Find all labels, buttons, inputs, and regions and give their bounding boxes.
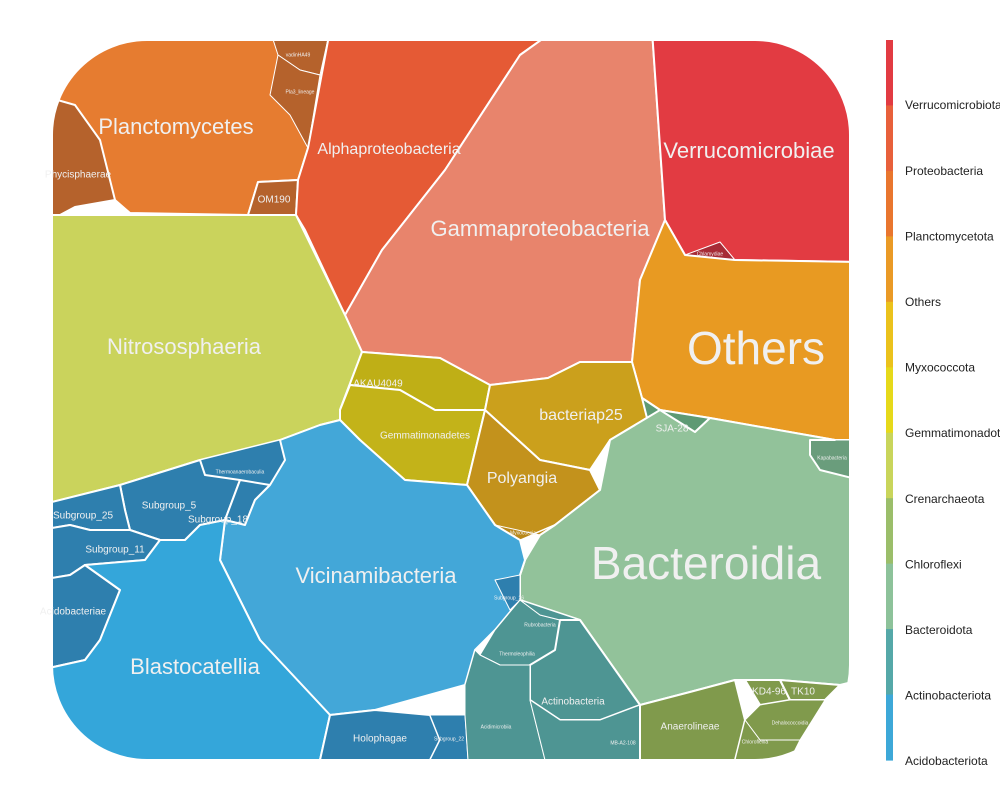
cell-labels: Planctomycetes Phycisphaerae vadinHA49 Pla3… [40, 52, 847, 746]
cell-label-chlamydiae: Chlamydiae [697, 251, 724, 257]
cell-label-subgroup-5: Subgroup_5 [142, 501, 197, 512]
legend-label-proteobacteria: Proteobacteria [905, 164, 983, 178]
legend-swatch-acidobacteriota [886, 694, 893, 761]
cell-label-anaerolineae: Anaerolineae [661, 722, 720, 733]
cell-label-planctomycetes: Planctomycetes [98, 114, 253, 139]
cell-label-actinobacteria: Actinobacteria [541, 697, 605, 708]
cell-chloroflexia [734, 719, 801, 760]
cell-label-kapabacteria: Kapabacteria [817, 455, 847, 461]
cell-label-acidobacteriae: Acidobacteriae [40, 607, 107, 618]
cell-label-acidimicrobiia: Acidimicrobiia [481, 724, 512, 730]
cell-label-blastocatellia: Blastocatellia [130, 654, 260, 679]
cell-label-bacteroidia: Bacteroidia [591, 537, 822, 589]
cell-subgroup-22 [429, 714, 469, 760]
cell-label-rubrobacteria: Rubrobacteria [524, 622, 556, 628]
legend-label-acidobacteriota: Acidobacteriota [905, 754, 988, 768]
cell-label-bacteriap25: bacteriap25 [539, 407, 623, 424]
legend-label-bacteroidota: Bacteroidota [905, 623, 973, 637]
legend-label-verrucomicrobiota: Verrucomicrobiota [905, 98, 1000, 112]
cell-label-vadinha49: vadinHA49 [286, 52, 311, 58]
cell-label-gemmatimonadetes: Gemmatimonadetes [380, 431, 470, 442]
cell-phycisphaerae [52, 94, 116, 216]
cell-label-chloroflexia: Chloroflexia [742, 739, 769, 745]
cell-label-phycisphaerae: Phycisphaerae [45, 170, 112, 181]
legend-swatch-proteobacteria [886, 105, 893, 172]
legend-swatch-planctomycetota [886, 170, 893, 237]
legend-label-actinobacteriota: Actinobacteriota [905, 689, 991, 703]
treemap-cells [52, 40, 850, 760]
treemap-outline [51, 39, 851, 761]
cell-label-subgroup-11: Subgroup_11 [85, 545, 145, 556]
cell-mb-a2-108 [529, 699, 641, 760]
cell-label-thermoanaerobaculia: Thermoanaerobaculia [216, 469, 265, 475]
cell-label-holophagae: Holophagae [353, 734, 407, 745]
cell-label-subgroup-22: Subgroup_22 [434, 736, 464, 742]
legend-swatch-actinobacteriota [886, 629, 893, 696]
cell-label-verrucomicrobiae: Verrucomicrobiae [663, 138, 834, 163]
legend-swatch-verrucomicrobiota [886, 40, 893, 107]
legend-label-others: Others [905, 295, 941, 309]
legend-label-myxococcota: Myxococcota [905, 361, 975, 375]
legend-swatch-gemmatimonadota [886, 367, 893, 434]
cell-label-om190: OM190 [258, 195, 291, 206]
legend-label-chloroflexi: Chloroflexi [905, 557, 962, 571]
legend-swatch-others [886, 236, 893, 303]
cell-label-kd4-96: KD4-96 [752, 687, 786, 698]
cell-label-tk10: TK10 [791, 687, 815, 698]
legend-label-planctomycetota: Planctomycetota [905, 229, 994, 243]
cell-label-alphaproteobacteria: Alphaproteobacteria [317, 141, 460, 158]
legend-label-gemmatimonadota: Gemmatimonadota [905, 426, 1000, 440]
legend-swatch-myxococcota [886, 301, 893, 368]
cell-label-subgroup-25: Subgroup_25 [53, 511, 113, 522]
cell-label-gammaproteobacteria: Gammaproteobacteria [431, 216, 651, 241]
legend-swatch-crenarchaeota [886, 432, 893, 499]
legend: Verrucomicrobiota Proteobacteria Planctomy… [886, 40, 1000, 768]
cell-label-subgroup-18: Subgroup_18 [188, 515, 248, 526]
legend-swatch-chloroflexi [886, 498, 893, 565]
cell-label-nitrososphaeria: Nitrososphaeria [107, 334, 262, 359]
cell-label-subgroup-26: Subgroup_26 [494, 595, 524, 601]
cell-acidimicrobiia [464, 649, 546, 760]
cell-label-mb-a2-108: MB-A2-108 [610, 740, 636, 746]
cell-label-myxococcia: Myxococcia [510, 530, 536, 536]
legend-swatch-bacteroidota [886, 563, 893, 630]
cell-label-thermoleophilia: Thermoleophilia [499, 651, 535, 657]
cell-label-dehalococcoidia: Dehalococcoidia [772, 720, 809, 726]
cell-label-polyangia: Polyangia [487, 470, 557, 487]
cell-label-akau4049: AKAU4049 [353, 379, 403, 390]
legend-label-crenarchaeota: Crenarchaeota [905, 492, 985, 506]
cell-label-vicinamibacteria: Vicinamibacteria [295, 563, 457, 588]
cell-label-others: Others [687, 322, 825, 374]
cell-label-sja-28: SJA-28 [656, 424, 689, 435]
cell-label-pla3-lineage: Pla3_lineage [286, 89, 315, 95]
